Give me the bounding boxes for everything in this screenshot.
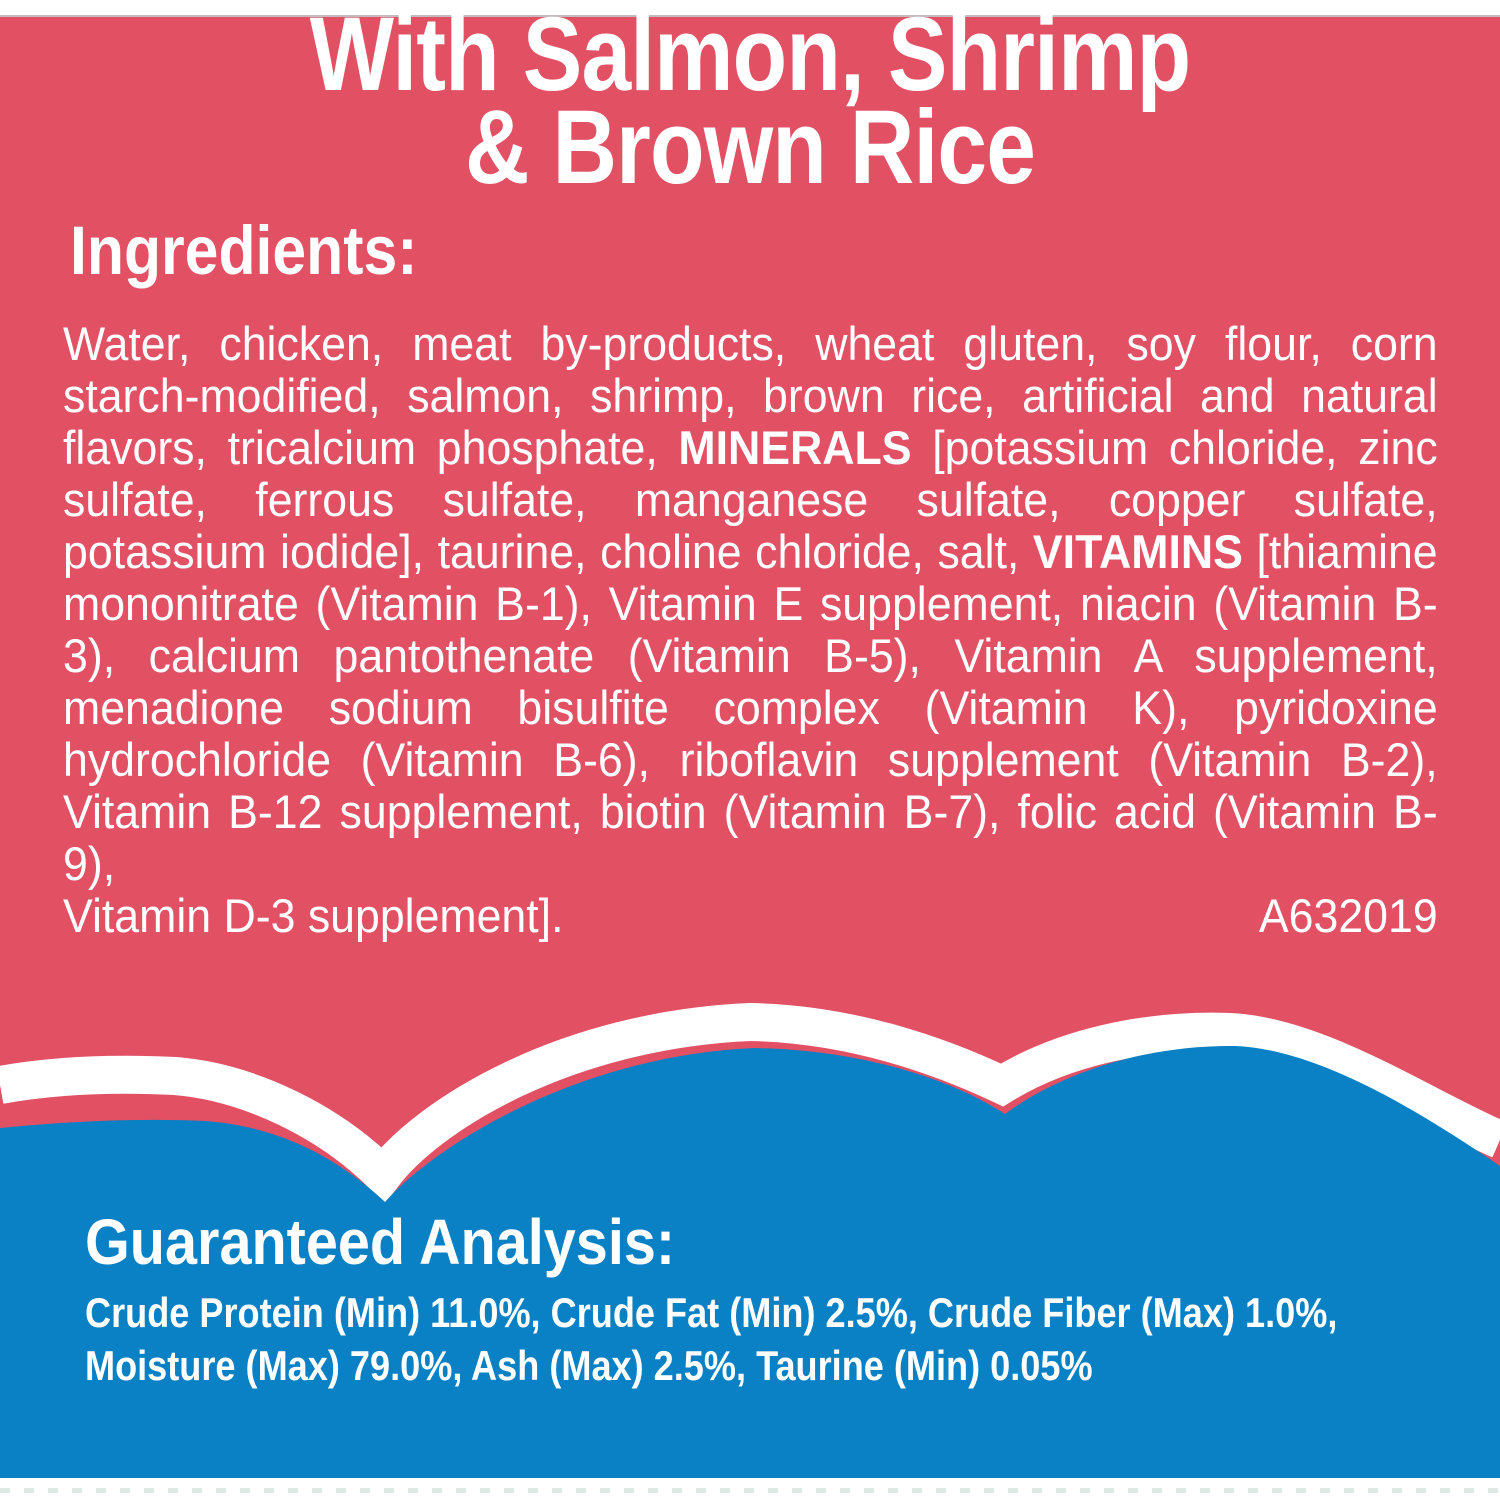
variety-title: With Salmon, Shrimp & Brown Rice xyxy=(0,0,1500,206)
variety-title-line1: With Salmon, Shrimp xyxy=(309,0,1191,113)
guaranteed-analysis-heading: Guaranteed Analysis: xyxy=(85,1206,676,1278)
wave-blue-area xyxy=(0,1045,1500,1478)
ingredients-section: Water, chicken, meat by-products, wheat … xyxy=(63,318,1438,942)
product-code: A632019 xyxy=(1258,889,1438,942)
ingredients-part3: [thiamine mononitrate (Vitamin B-1), Vit… xyxy=(63,525,1438,890)
package-top-edge xyxy=(0,0,1500,17)
ingredients-heading: Ingredients: xyxy=(70,212,418,289)
wave-white-band xyxy=(0,1002,1500,1204)
variety-title-line2: & Brown Rice xyxy=(464,89,1036,206)
ingredients-text: Water, chicken, meat by-products, wheat … xyxy=(63,318,1438,890)
guaranteed-analysis-text: Crude Protein (Min) 11.0%, Crude Fat (Mi… xyxy=(85,1289,1338,1389)
ingredients-last-line: Vitamin D-3 supplement]. A632019 xyxy=(63,890,1438,942)
ingredients-part1: Water, chicken, meat by-products, wheat … xyxy=(63,317,1438,474)
wave-divider xyxy=(0,1002,1500,1478)
perforation-marks xyxy=(0,1488,1500,1493)
ingredients-last-fragment: Vitamin D-3 supplement]. xyxy=(63,889,564,942)
vitamins-label: VITAMINS xyxy=(1032,525,1243,578)
ingredients-part2: [potassium chloride, zinc sulfate, ferro… xyxy=(63,421,1438,578)
minerals-label: MINERALS xyxy=(678,421,912,474)
